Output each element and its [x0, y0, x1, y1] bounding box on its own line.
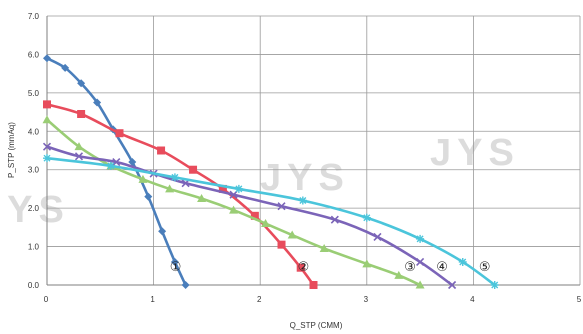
series-3 [42, 115, 425, 289]
data-point [287, 230, 297, 239]
data-point [170, 173, 179, 182]
data-point [165, 184, 175, 193]
data-point [61, 63, 70, 72]
data-point [298, 196, 307, 205]
data-point [229, 205, 239, 214]
data-point [42, 115, 52, 124]
data-point [234, 184, 243, 193]
data-point [277, 240, 286, 249]
x-tick-label: 3 [364, 295, 369, 304]
data-point [77, 109, 86, 118]
series-line [46, 118, 421, 287]
y-tick-label: 3.0 [28, 166, 40, 175]
x-tick-label: 1 [150, 295, 155, 304]
y-tick-label: 4.0 [28, 127, 40, 136]
series-line [46, 156, 496, 287]
data-point [362, 213, 371, 222]
data-point [157, 146, 166, 155]
curve-label-2: ② [298, 260, 310, 275]
data-point [362, 259, 372, 268]
watermark-text: JYS [260, 157, 350, 199]
data-point [373, 232, 382, 242]
data-point [416, 257, 425, 267]
x-tick-label: 0 [44, 295, 49, 304]
data-point [319, 243, 329, 252]
data-point [144, 192, 153, 201]
series [42, 54, 499, 290]
data-point [189, 165, 198, 174]
data-point [277, 202, 286, 211]
y-tick-label: 1.0 [28, 243, 40, 252]
series-1 [43, 54, 190, 289]
series-5 [43, 154, 499, 289]
series-2 [43, 100, 318, 289]
watermark-text: JYS [0, 189, 70, 231]
data-point [490, 281, 499, 289]
data-point [115, 129, 124, 138]
data-point [74, 152, 84, 161]
curve-label-3: ③ [404, 260, 416, 275]
data-point [158, 227, 167, 236]
curve-labels: ① ② ③ ④ ⑤ [170, 260, 491, 275]
curve-label-5: ⑤ [479, 260, 491, 275]
data-point [74, 142, 84, 151]
data-point [42, 142, 52, 151]
data-point [296, 263, 305, 272]
y-tick-label: 5.0 [28, 89, 40, 98]
x-tick-label: 5 [577, 295, 582, 304]
data-point [138, 174, 148, 183]
data-point [416, 234, 425, 243]
data-point [77, 79, 86, 88]
data-point [43, 100, 51, 109]
data-point [106, 161, 115, 170]
data-point [197, 194, 207, 203]
watermark-text: JYS [430, 132, 520, 174]
x-tick-label: 2 [257, 295, 262, 304]
data-point [330, 215, 339, 224]
data-point [170, 257, 179, 266]
data-point [458, 257, 467, 266]
data-point [128, 158, 137, 167]
y-tick-label: 0.0 [28, 281, 40, 290]
series-line [46, 57, 187, 286]
data-point [229, 190, 238, 199]
watermark: JYS JYS JYS [0, 132, 520, 231]
data-point [448, 280, 457, 290]
x-tick-label: 4 [470, 295, 475, 304]
data-point [218, 184, 227, 193]
x-axis-title: Q_STP (CMM) [290, 321, 343, 330]
series-4 [42, 142, 457, 290]
curve-label-1: ① [170, 260, 182, 275]
data-point [309, 281, 318, 289]
data-point [394, 270, 404, 279]
y-tick-label: 2.0 [28, 204, 40, 213]
series-line [46, 103, 315, 286]
y-tick-label: 6.0 [28, 50, 40, 59]
data-point [250, 211, 259, 220]
y-axis-title: P_STP (mmAq) [7, 122, 16, 178]
data-point [43, 154, 51, 163]
data-point [112, 157, 121, 167]
data-point [93, 98, 102, 107]
data-point [43, 54, 51, 63]
data-point [261, 219, 271, 228]
curve-label-4: ④ [436, 260, 448, 275]
y-tick-label: 7.0 [28, 12, 40, 21]
data-point [181, 281, 190, 289]
data-point [415, 280, 425, 289]
